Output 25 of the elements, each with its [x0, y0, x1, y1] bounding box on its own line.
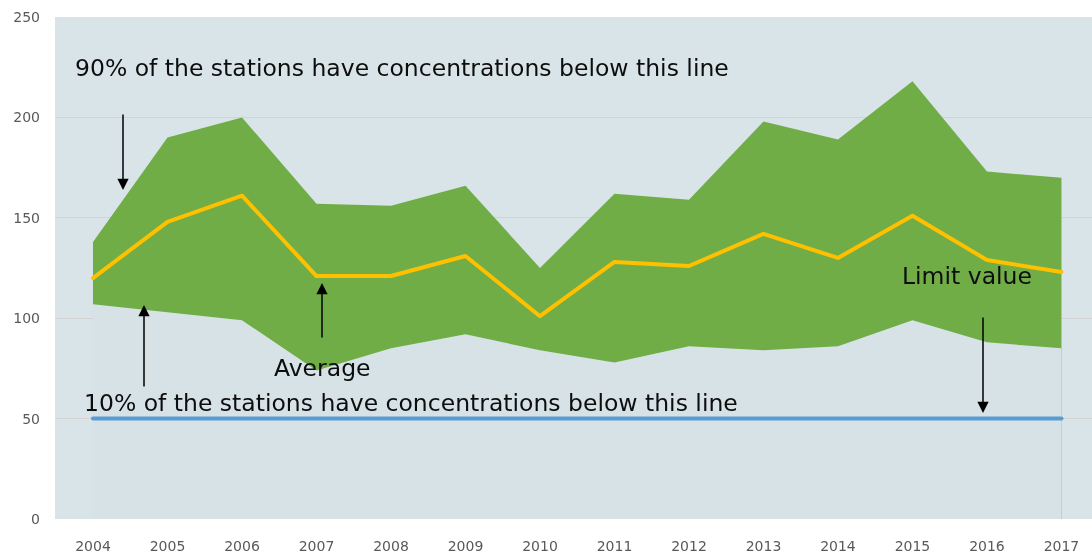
- line-series: [90, 193, 1064, 319]
- annotation: 10% of the stations have concentrations below this line: [84, 389, 738, 417]
- x-tick-label: 2017: [1043, 538, 1080, 554]
- x-tick-label: 2005: [149, 538, 186, 554]
- x-tick-label: 2011: [596, 538, 633, 554]
- y-tick-label: 250: [13, 8, 40, 25]
- y-tick-label: 200: [13, 109, 40, 126]
- annotation: 90% of the stations have concentrations below this line: [75, 54, 729, 82]
- x-tick-label: 2015: [894, 538, 931, 554]
- y-tick-label: 150: [13, 209, 40, 226]
- x-tick-label: 2006: [224, 538, 260, 554]
- y-tick-label: 50: [22, 410, 40, 427]
- text: Limit value: [902, 262, 1032, 290]
- x-tick-label: 2009: [447, 538, 484, 554]
- x-tick-label: 2013: [745, 538, 782, 554]
- x-tick-label: 2014: [820, 538, 856, 554]
- x-tick-label: 2016: [969, 538, 1005, 554]
- x-tick-label: 2012: [671, 538, 707, 554]
- y-tick-label: 100: [13, 310, 40, 327]
- x-tick-label: 2007: [298, 538, 335, 554]
- x-tick-label: 2010: [522, 538, 558, 554]
- x-tick-label: 2008: [373, 538, 409, 554]
- y-tick-label: 0: [31, 510, 40, 527]
- text: Average: [274, 354, 371, 382]
- x-tick-label: 2004: [75, 538, 111, 554]
